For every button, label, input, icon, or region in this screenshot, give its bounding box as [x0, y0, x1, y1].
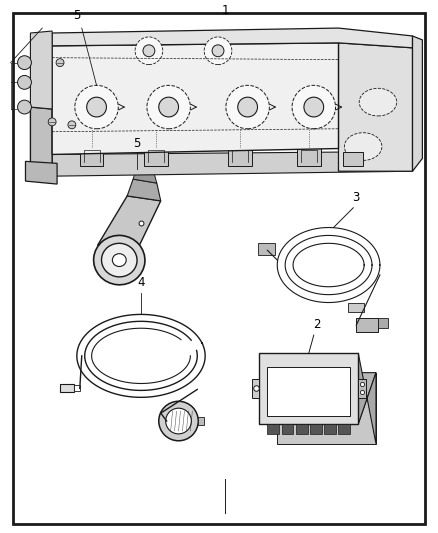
Bar	[251, 378, 259, 398]
Polygon shape	[228, 147, 251, 166]
Polygon shape	[52, 151, 413, 176]
Circle shape	[143, 45, 155, 56]
Bar	[267, 367, 350, 416]
Bar	[339, 424, 350, 434]
Bar	[310, 424, 322, 434]
Circle shape	[204, 37, 232, 64]
Bar	[378, 318, 388, 328]
Polygon shape	[30, 107, 52, 168]
Circle shape	[292, 85, 336, 129]
Bar	[258, 243, 275, 255]
Bar	[356, 318, 378, 332]
Polygon shape	[80, 147, 103, 166]
Ellipse shape	[102, 243, 137, 277]
Bar	[198, 417, 204, 425]
Bar	[277, 373, 376, 444]
Bar	[282, 424, 293, 434]
Polygon shape	[259, 373, 376, 424]
Circle shape	[212, 45, 224, 56]
Polygon shape	[52, 28, 413, 48]
Circle shape	[159, 401, 198, 441]
Circle shape	[75, 85, 118, 129]
Polygon shape	[98, 196, 161, 250]
Polygon shape	[30, 31, 52, 109]
Ellipse shape	[344, 133, 382, 160]
Polygon shape	[358, 353, 376, 444]
Text: 4: 4	[137, 276, 145, 289]
Text: 3: 3	[353, 191, 360, 204]
Text: 2: 2	[313, 318, 321, 331]
Circle shape	[147, 85, 191, 129]
Polygon shape	[339, 43, 413, 171]
Polygon shape	[133, 169, 157, 183]
Bar	[324, 424, 336, 434]
Circle shape	[159, 97, 179, 117]
Circle shape	[226, 85, 269, 129]
Circle shape	[18, 56, 32, 69]
Polygon shape	[127, 179, 161, 201]
Circle shape	[238, 97, 258, 117]
Polygon shape	[413, 36, 422, 171]
Bar	[343, 152, 363, 166]
Polygon shape	[144, 147, 168, 166]
Circle shape	[135, 37, 163, 64]
Ellipse shape	[113, 254, 126, 266]
Polygon shape	[25, 161, 57, 184]
Circle shape	[18, 100, 32, 114]
Bar	[60, 384, 74, 392]
Bar	[74, 385, 80, 391]
Bar	[267, 424, 279, 434]
Circle shape	[56, 59, 64, 67]
Polygon shape	[297, 147, 321, 166]
Circle shape	[87, 97, 106, 117]
Bar	[348, 303, 364, 312]
Ellipse shape	[359, 88, 397, 116]
Circle shape	[166, 408, 191, 434]
Text: 1: 1	[222, 4, 229, 17]
Polygon shape	[52, 43, 339, 155]
Text: 5: 5	[133, 136, 141, 150]
Circle shape	[304, 97, 324, 117]
Ellipse shape	[94, 236, 145, 285]
Bar	[358, 378, 366, 398]
Circle shape	[68, 121, 76, 129]
Text: 5: 5	[73, 9, 81, 22]
Circle shape	[18, 76, 32, 90]
Bar	[296, 424, 307, 434]
Circle shape	[48, 118, 56, 126]
Bar	[259, 353, 358, 424]
